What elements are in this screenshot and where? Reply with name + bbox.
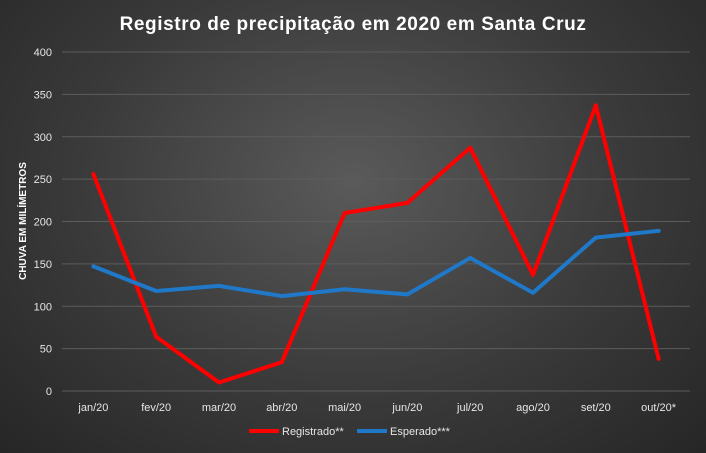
x-tick-label: ago/20 bbox=[516, 402, 550, 414]
x-tick-label: mar/20 bbox=[202, 402, 236, 414]
legend-label: Registrado** bbox=[282, 426, 344, 438]
legend: Registrado** Esperado*** bbox=[249, 426, 451, 438]
data-point bbox=[656, 356, 661, 361]
x-tick-label: jun/20 bbox=[391, 402, 422, 414]
data-point bbox=[154, 288, 159, 293]
data-point bbox=[342, 211, 347, 216]
data-point bbox=[279, 294, 284, 299]
y-tick-label: 300 bbox=[34, 132, 52, 144]
x-axis-ticks: jan/20 fev/20 mar/20 abr/20 mai/20 jun/20 jul/… bbox=[77, 402, 676, 414]
x-tick-label: set/20 bbox=[581, 402, 611, 414]
y-tick-label: 250 bbox=[34, 174, 52, 186]
data-point bbox=[217, 380, 221, 385]
x-tick-label: mai/20 bbox=[328, 402, 361, 414]
y-axis-label: CHUVA EM MILÍMETROS bbox=[16, 162, 29, 280]
y-tick-label: 350 bbox=[34, 89, 52, 101]
data-point bbox=[593, 235, 598, 240]
series-line-2 bbox=[91, 228, 661, 299]
x-tick-label: fev/20 bbox=[141, 402, 171, 414]
y-tick-label: 50 bbox=[40, 344, 52, 356]
series-lines bbox=[91, 103, 661, 385]
x-tick-label: jan/20 bbox=[77, 402, 108, 414]
data-point bbox=[531, 290, 535, 295]
gridlines bbox=[62, 51, 690, 392]
data-point bbox=[405, 200, 410, 205]
y-tick-label: 200 bbox=[34, 217, 52, 229]
legend-label: Esperado*** bbox=[390, 426, 451, 438]
y-axis-ticks: 0 50 100 150 200 250 300 350 400 bbox=[34, 47, 52, 398]
series-line-1 bbox=[91, 103, 661, 385]
data-point bbox=[656, 228, 661, 233]
legend-item: Registrado** bbox=[249, 426, 344, 438]
chart-title: Registro de precipitação em 2020 em Sant… bbox=[120, 14, 587, 35]
data-point bbox=[279, 360, 284, 365]
y-tick-label: 100 bbox=[34, 301, 52, 313]
data-point bbox=[342, 287, 347, 292]
y-tick-label: 400 bbox=[34, 47, 52, 59]
data-point bbox=[154, 334, 159, 339]
data-point bbox=[91, 172, 96, 177]
data-point bbox=[593, 103, 598, 108]
data-point bbox=[217, 283, 221, 288]
x-tick-label: abr/20 bbox=[266, 402, 297, 414]
y-tick-label: 0 bbox=[46, 386, 52, 398]
legend-item: Esperado*** bbox=[357, 426, 451, 438]
y-tick-label: 150 bbox=[34, 259, 52, 271]
data-point bbox=[468, 255, 473, 260]
data-point bbox=[405, 292, 410, 297]
x-tick-label: out/20* bbox=[641, 402, 677, 414]
data-point bbox=[91, 264, 96, 269]
x-tick-label: jul/20 bbox=[456, 402, 483, 414]
data-point bbox=[468, 145, 473, 150]
data-point bbox=[531, 272, 535, 277]
